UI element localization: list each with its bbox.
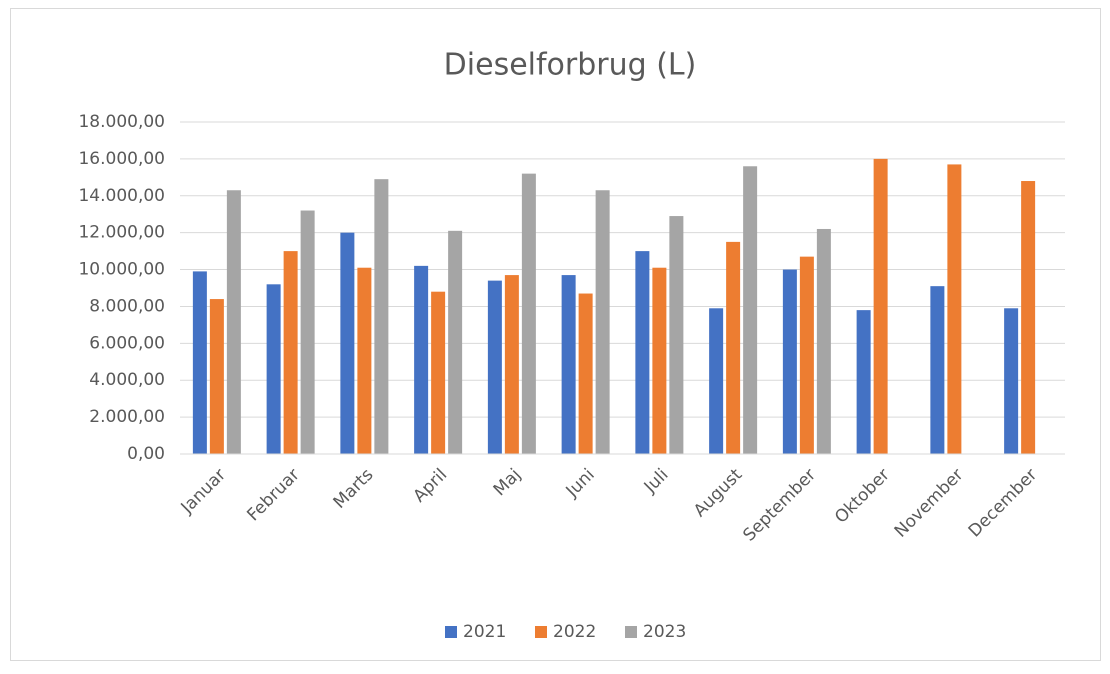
- y-tick-label: 6.000,00: [89, 333, 165, 353]
- legend-swatch: [625, 626, 637, 638]
- bar: [1021, 181, 1036, 454]
- bar: [357, 267, 372, 454]
- bar: [226, 190, 241, 454]
- chart-border: [10, 8, 1101, 661]
- y-tick-label: 14.000,00: [78, 186, 165, 206]
- y-tick-label: 16.000,00: [78, 149, 165, 169]
- bar: [209, 299, 224, 454]
- bar: [521, 173, 536, 454]
- bar: [431, 291, 446, 454]
- bar: [340, 232, 355, 454]
- bar: [414, 265, 429, 454]
- legend-label: 2022: [553, 622, 596, 642]
- bar: [652, 267, 667, 454]
- bar: [300, 210, 315, 454]
- bar: [561, 275, 576, 454]
- bar: [487, 280, 502, 454]
- bar: [595, 190, 610, 454]
- y-tick-label: 0,00: [127, 444, 165, 464]
- y-tick-label: 4.000,00: [89, 370, 165, 390]
- y-tick-label: 2.000,00: [89, 407, 165, 427]
- bar: [782, 269, 797, 454]
- y-tick-label: 18.000,00: [78, 112, 165, 132]
- chart-title: Dieselforbrug (L): [444, 48, 697, 83]
- bar: [743, 166, 758, 454]
- legend-swatch: [535, 626, 547, 638]
- bar: [504, 275, 519, 454]
- bar: [266, 284, 281, 454]
- bar: [856, 310, 871, 454]
- bar: [873, 158, 888, 454]
- bar: [709, 308, 724, 454]
- bar: [635, 251, 650, 454]
- bar: [669, 216, 684, 454]
- y-tick-label: 10.000,00: [78, 260, 165, 280]
- y-tick-label: 8.000,00: [89, 296, 165, 316]
- bar: [1004, 308, 1019, 454]
- legend-label: 2023: [643, 622, 686, 642]
- bar: [578, 293, 593, 454]
- bar: [799, 256, 814, 454]
- bar: [930, 286, 945, 454]
- bar: [816, 228, 831, 454]
- bar: [726, 241, 741, 454]
- bar: [947, 164, 962, 454]
- legend-label: 2021: [463, 622, 506, 642]
- bar: [374, 179, 389, 454]
- bar: [192, 271, 207, 454]
- y-tick-label: 12.000,00: [78, 223, 165, 243]
- bar: [283, 251, 298, 454]
- legend-swatch: [445, 626, 457, 638]
- bar: [448, 230, 463, 454]
